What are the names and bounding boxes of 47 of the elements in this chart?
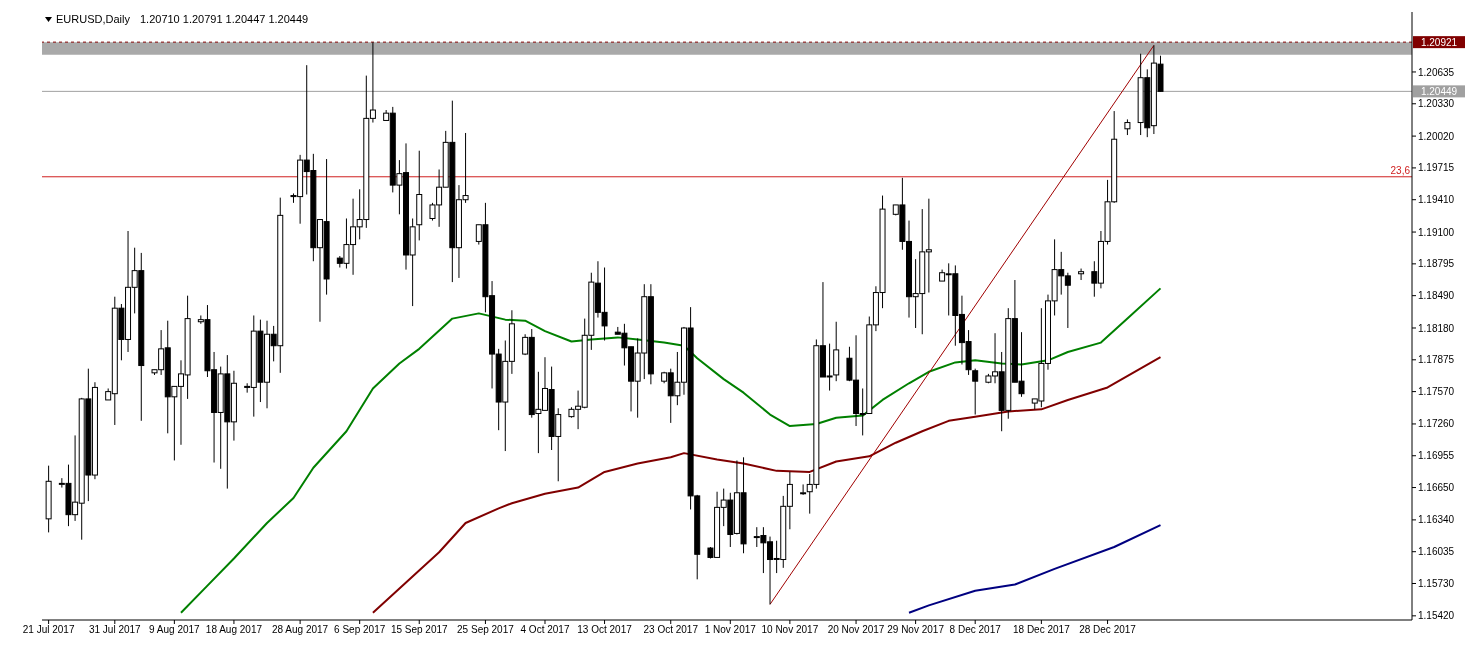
y-tick-label: 1.19410	[1418, 194, 1455, 206]
y-tick-label: 1.20330	[1418, 98, 1455, 110]
x-tick-label: 8 Dec 2017	[949, 624, 1002, 636]
x-tick-label: 25 Sep 2017	[457, 624, 515, 636]
x-tick-label: 23 Oct 2017	[643, 624, 699, 636]
y-tick-label: 1.17260	[1418, 418, 1455, 430]
x-tick-label: 18 Dec 2017	[1013, 624, 1071, 636]
x-tick-label: 9 Aug 2017	[149, 624, 201, 636]
x-tick-label: 21 Jul 2017	[22, 624, 75, 636]
chart-title: EURUSD,Daily	[56, 13, 130, 25]
line-series	[371, 356, 1162, 614]
x-tick-label: 31 Jul 2017	[88, 624, 142, 636]
chart-subtitle: 1.20710 1.20791 1.20447 1.20449	[139, 13, 309, 25]
x-tick-label: 20 Nov 2017	[827, 624, 885, 636]
y-tick-label: 1.18490	[1418, 290, 1455, 302]
x-tick-label: 4 Oct 2017	[520, 624, 570, 636]
line-series	[179, 287, 1162, 614]
x-tick-label: 28 Aug 2017	[272, 624, 329, 636]
y-tick-label: 1.18180	[1418, 322, 1455, 334]
candlestick	[800, 483, 807, 496]
annotation: 23,6	[1390, 164, 1411, 176]
x-tick-label: 18 Aug 2017	[205, 624, 263, 636]
x-tick-label: 13 Oct 2017	[577, 624, 633, 636]
y-tick-label: 1.20635	[1418, 66, 1455, 78]
ref-line-label: 1.20449	[1420, 86, 1458, 98]
y-tick-label: 1.16035	[1418, 546, 1455, 558]
y-tick-label: 1.16340	[1418, 514, 1455, 526]
y-tick-label: 1.19715	[1418, 162, 1455, 174]
y-tick-label: 1.18795	[1418, 258, 1455, 270]
y-tick-label: 1.19100	[1418, 226, 1455, 238]
ref-line-label: 1.20921	[1420, 37, 1458, 49]
y-tick-label: 1.17570	[1418, 386, 1455, 398]
y-tick-label: 1.15420	[1418, 610, 1455, 622]
y-tick-label: 1.20020	[1418, 130, 1455, 142]
y-tick-label: 1.16955	[1418, 450, 1455, 462]
y-tick-label: 1.17875	[1418, 354, 1455, 366]
x-tick-label: 28 Dec 2017	[1079, 624, 1137, 636]
candlestick	[1078, 268, 1085, 281]
y-tick-label: 1.16650	[1418, 482, 1455, 494]
y-tick-label: 1.15730	[1418, 578, 1455, 590]
x-tick-label: 1 Nov 2017	[704, 624, 757, 636]
candlestick	[972, 368, 979, 416]
line-series	[908, 524, 1162, 614]
x-tick-label: 15 Sep 2017	[390, 624, 449, 636]
x-tick-label: 10 Nov 2017	[761, 624, 819, 636]
x-tick-label: 29 Nov 2017	[887, 624, 945, 636]
x-tick-label: 6 Sep 2017	[334, 624, 386, 636]
